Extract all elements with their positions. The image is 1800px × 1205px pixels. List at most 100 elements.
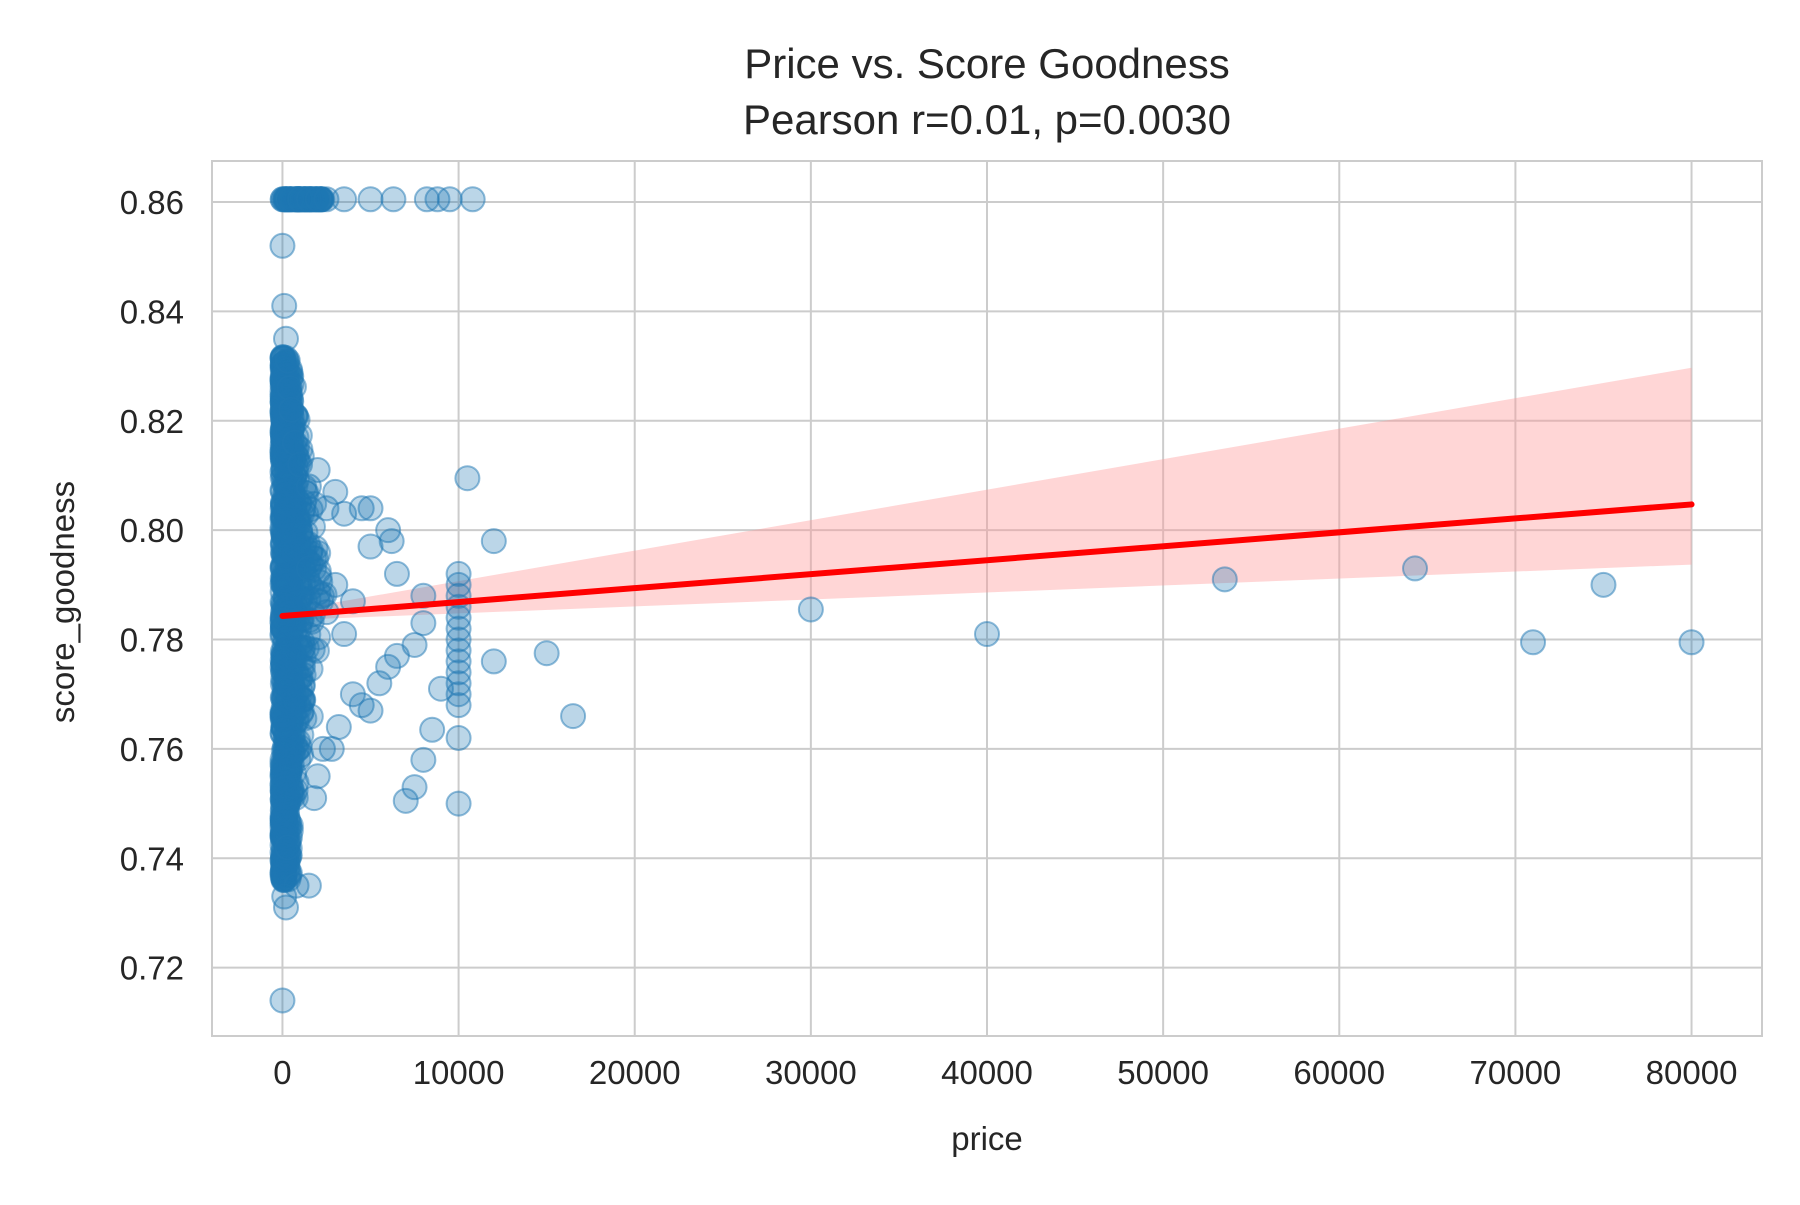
x-tick-labels: 0 10000 20000 30000 40000 50000 60000 70000 8000… bbox=[273, 1054, 1737, 1091]
data-point bbox=[289, 653, 316, 680]
data-point bbox=[1590, 571, 1617, 598]
data-point bbox=[269, 806, 296, 833]
data-point bbox=[380, 186, 407, 213]
data-point bbox=[281, 509, 308, 536]
data-point bbox=[271, 641, 298, 668]
data-point bbox=[276, 842, 303, 869]
data-point bbox=[271, 796, 298, 823]
data-point bbox=[282, 436, 309, 463]
data-point bbox=[273, 459, 300, 486]
data-point bbox=[274, 798, 301, 825]
data-point bbox=[272, 620, 299, 647]
data-point bbox=[271, 686, 298, 713]
data-point bbox=[270, 715, 297, 742]
data-point bbox=[270, 865, 297, 892]
data-point bbox=[282, 562, 309, 589]
y-tick-label: 0.80 bbox=[120, 512, 184, 549]
confidence-band-layer bbox=[282, 367, 1692, 621]
data-point bbox=[274, 523, 301, 550]
data-point bbox=[285, 508, 312, 535]
data-point bbox=[269, 809, 296, 836]
data-point bbox=[286, 520, 313, 547]
data-point bbox=[445, 571, 472, 598]
data-point bbox=[276, 374, 303, 401]
data-point bbox=[285, 533, 312, 560]
data-point bbox=[281, 732, 308, 759]
data-point bbox=[269, 670, 296, 697]
data-point bbox=[275, 754, 302, 781]
data-point bbox=[271, 694, 298, 721]
data-point bbox=[271, 655, 298, 682]
data-point bbox=[278, 425, 305, 452]
data-point bbox=[277, 461, 304, 488]
data-point bbox=[284, 736, 311, 763]
data-point bbox=[276, 824, 303, 851]
data-point bbox=[273, 564, 300, 591]
data-point bbox=[290, 686, 317, 713]
data-point bbox=[277, 570, 304, 597]
data-point bbox=[322, 571, 349, 598]
data-point bbox=[274, 807, 301, 834]
data-point bbox=[274, 632, 301, 659]
x-tick-label: 30000 bbox=[765, 1054, 857, 1091]
data-point bbox=[279, 518, 306, 545]
data-point bbox=[274, 573, 301, 600]
data-point bbox=[348, 495, 375, 522]
data-point bbox=[275, 555, 302, 582]
data-point bbox=[272, 786, 299, 813]
data-point bbox=[313, 186, 340, 213]
data-point bbox=[270, 700, 297, 727]
data-point bbox=[269, 478, 296, 505]
data-point bbox=[287, 676, 314, 703]
data-point bbox=[273, 416, 300, 443]
x-tick-label: 70000 bbox=[1470, 1054, 1562, 1091]
data-point bbox=[270, 863, 297, 890]
data-point bbox=[279, 509, 306, 536]
data-point bbox=[280, 463, 307, 490]
data-point bbox=[274, 664, 301, 691]
data-point bbox=[269, 702, 296, 729]
data-point bbox=[276, 725, 303, 752]
data-point bbox=[269, 622, 296, 649]
data-point bbox=[271, 787, 298, 814]
data-point bbox=[278, 493, 305, 520]
data-point bbox=[274, 685, 301, 712]
data-point bbox=[269, 654, 296, 681]
data-point bbox=[277, 655, 304, 682]
data-point bbox=[274, 804, 301, 831]
data-point bbox=[271, 470, 298, 497]
data-point bbox=[275, 762, 302, 789]
data-point bbox=[269, 490, 296, 517]
data-point bbox=[281, 493, 308, 520]
data-point bbox=[304, 186, 331, 213]
chart-subtitle: Pearson r=0.01, p=0.0030 bbox=[743, 96, 1231, 143]
data-point bbox=[304, 763, 331, 790]
y-axis-label: score_goodness bbox=[44, 481, 81, 723]
axes-frame bbox=[211, 160, 1763, 1037]
data-point bbox=[275, 470, 302, 497]
data-point bbox=[272, 783, 299, 810]
data-point bbox=[305, 557, 332, 584]
data-point bbox=[269, 367, 296, 394]
data-point bbox=[273, 728, 300, 755]
data-point bbox=[277, 364, 304, 391]
data-point bbox=[277, 756, 304, 783]
data-point bbox=[285, 693, 312, 720]
data-point bbox=[277, 536, 304, 563]
data-point bbox=[270, 752, 297, 779]
data-point bbox=[283, 680, 310, 707]
data-point bbox=[271, 708, 298, 735]
data-point bbox=[276, 556, 303, 583]
data-point bbox=[270, 805, 297, 832]
data-point bbox=[274, 572, 301, 599]
data-point bbox=[275, 657, 302, 684]
data-point bbox=[273, 673, 300, 700]
data-point bbox=[280, 521, 307, 548]
data-point bbox=[274, 849, 301, 876]
data-point bbox=[282, 784, 309, 811]
data-point bbox=[271, 541, 298, 568]
data-point bbox=[294, 565, 321, 592]
data-point bbox=[273, 471, 300, 498]
data-point bbox=[270, 699, 297, 726]
data-point bbox=[271, 843, 298, 870]
